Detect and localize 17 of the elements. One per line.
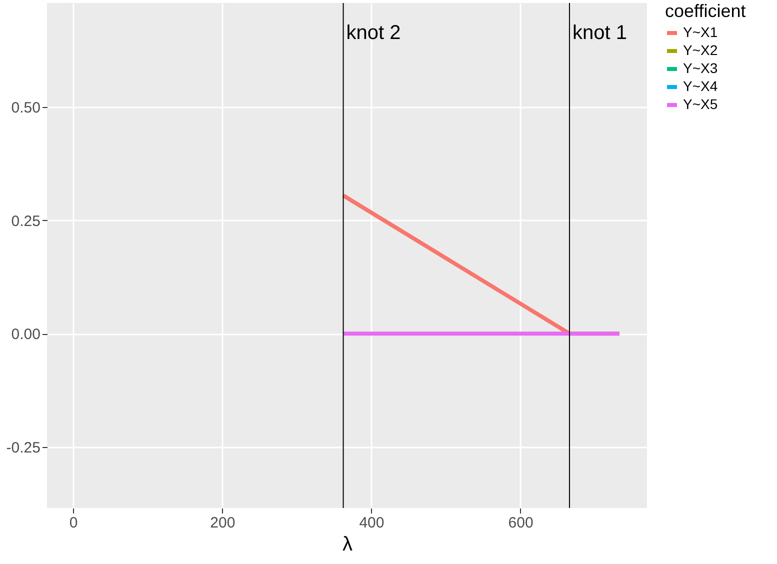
legend-label: Y~X3 bbox=[683, 60, 718, 76]
legend-title: coefficient bbox=[665, 1, 746, 21]
x-tick-label: 0 bbox=[69, 514, 78, 532]
x-tick-label: 400 bbox=[359, 514, 384, 532]
y-tick-label: -0.25 bbox=[6, 439, 40, 456]
legend-label: Y~X1 bbox=[683, 24, 718, 40]
x-tick-label: 200 bbox=[210, 514, 236, 532]
ref-line-label: knot 1 bbox=[572, 22, 627, 44]
x-axis-title: λ bbox=[342, 534, 352, 556]
y-tick-label: 0.50 bbox=[11, 100, 40, 117]
y-tick-label: 0.25 bbox=[11, 212, 40, 230]
y-tick-label: 0.00 bbox=[11, 326, 40, 344]
legend-label: Y~X5 bbox=[683, 96, 718, 112]
x-tick-label: 600 bbox=[508, 514, 534, 532]
legend-label: Y~X4 bbox=[683, 78, 718, 94]
ref-line-label: knot 2 bbox=[346, 22, 401, 44]
legend-label: Y~X2 bbox=[683, 42, 718, 58]
